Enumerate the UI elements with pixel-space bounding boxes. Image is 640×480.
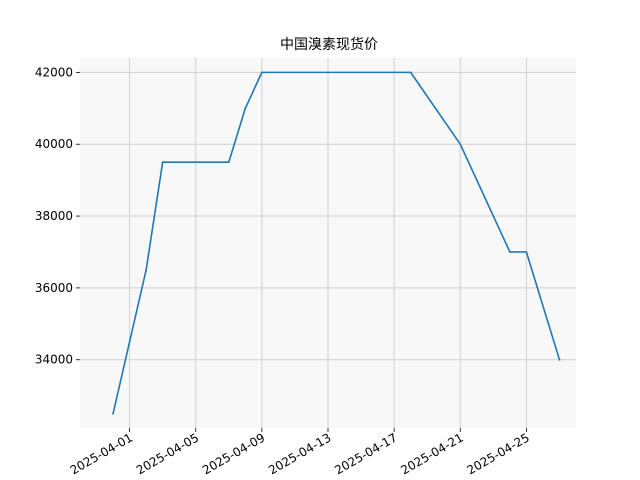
x-tick-label: 2025-04-17 — [332, 430, 399, 477]
data-point — [260, 71, 263, 74]
y-tick-label: 40000 — [35, 137, 73, 151]
x-tick-label: 2025-04-21 — [398, 430, 465, 477]
chart-title: 中国溴素现货价 — [280, 36, 378, 53]
x-tick-label: 2025-04-25 — [464, 430, 531, 477]
data-point — [508, 251, 511, 253]
y-tick-label: 36000 — [35, 281, 73, 295]
x-tick-label: 2025-04-05 — [134, 430, 201, 477]
x-tick-label: 2025-04-01 — [68, 430, 135, 477]
data-point — [227, 161, 230, 164]
x-tick-label: 2025-04-09 — [200, 430, 267, 477]
series-layer — [112, 71, 561, 415]
y-tick-label: 38000 — [35, 209, 73, 223]
data-point — [409, 71, 412, 74]
y-tick-label: 34000 — [35, 353, 73, 367]
data-point — [525, 251, 528, 253]
data-point — [112, 412, 114, 415]
data-point — [459, 143, 462, 146]
y-tick-label: 42000 — [35, 65, 73, 79]
data-point — [244, 107, 247, 110]
data-point — [145, 269, 148, 271]
x-tick-label: 2025-04-13 — [266, 430, 333, 477]
data-point — [161, 161, 164, 164]
data-point — [558, 358, 561, 361]
